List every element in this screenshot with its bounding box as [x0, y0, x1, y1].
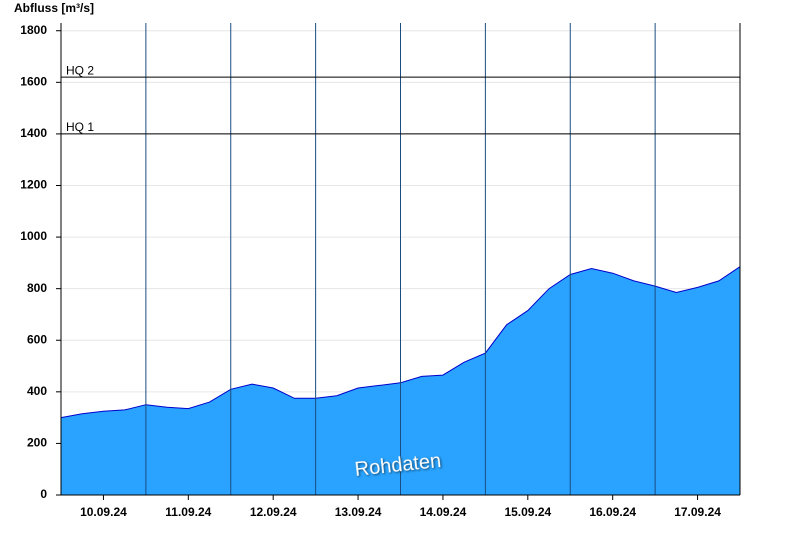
- y-tick-label: 1000: [20, 229, 47, 243]
- y-tick-label: 400: [27, 384, 47, 398]
- threshold-label: HQ 2: [66, 63, 94, 77]
- y-tick-label: 1800: [20, 23, 47, 37]
- x-tick-label: 10.09.24: [80, 505, 127, 519]
- x-tick-label: 12.09.24: [250, 505, 297, 519]
- y-tick-label: 1600: [20, 74, 47, 88]
- y-tick-label: 1400: [20, 126, 47, 140]
- y-tick-label: 800: [27, 281, 47, 295]
- x-tick-label: 16.09.24: [589, 505, 636, 519]
- x-tick-label: 13.09.24: [335, 505, 382, 519]
- y-tick-label: 600: [27, 332, 47, 346]
- y-axis-title: Abfluss [m³/s]: [14, 1, 94, 15]
- x-tick-label: 17.09.24: [674, 505, 721, 519]
- y-tick-label: 1200: [20, 178, 47, 192]
- threshold-label: HQ 1: [66, 120, 94, 134]
- x-tick-label: 15.09.24: [504, 505, 551, 519]
- x-tick-label: 14.09.24: [420, 505, 467, 519]
- y-tick-label: 0: [40, 487, 47, 501]
- x-tick-label: 11.09.24: [165, 505, 211, 519]
- y-tick-label: 200: [27, 436, 47, 450]
